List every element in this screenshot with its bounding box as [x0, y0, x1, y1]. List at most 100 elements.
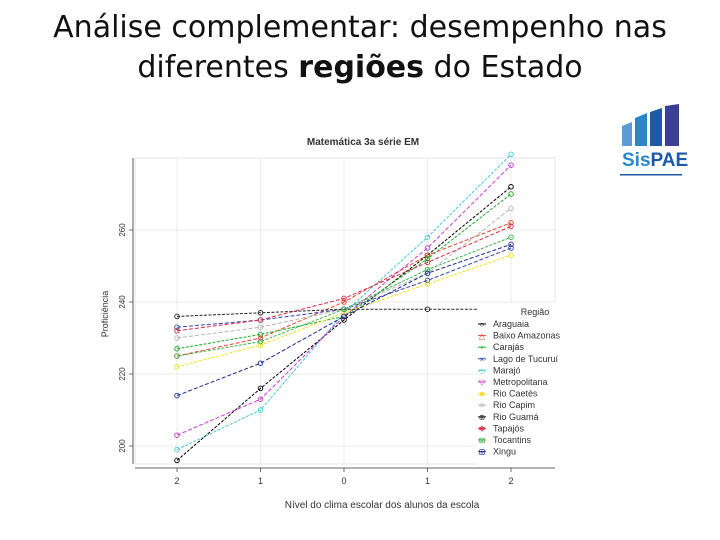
title-line-1: Análise complementar: desempenho nas — [53, 10, 667, 45]
x-tick-label-3: 1 — [425, 476, 430, 486]
legend-marker-7: ✳ — [479, 401, 486, 410]
legend-marker-2: + — [480, 343, 485, 352]
y-tick-label-3: 260 — [118, 223, 127, 237]
series-1-point-3 — [424, 252, 431, 258]
series-10-point-1 — [257, 338, 264, 345]
series-5-point-1 — [257, 396, 264, 402]
series-11-point-1 — [257, 360, 264, 366]
series-line-6 — [176, 254, 512, 368]
series-1-point-1 — [257, 335, 264, 341]
legend-label-8: Rio Guamá — [493, 412, 539, 422]
series-3-point-4 — [508, 245, 514, 251]
series-1-point-2 — [341, 299, 347, 305]
legend-marker-4: ◇ — [479, 366, 486, 375]
x-axis-label: Nível do clima escolar dos alunos da esc… — [285, 500, 480, 511]
series-line-2 — [176, 193, 512, 350]
series-line-8 — [176, 308, 511, 317]
logo-bar-4 — [665, 104, 679, 146]
legend-label-7: Rio Capim — [493, 400, 535, 410]
series-7-point-0 — [174, 335, 180, 341]
series-6-point-2 — [341, 310, 347, 316]
legend-marker-11: ⊞ — [479, 448, 486, 457]
legend-label-2: Carajás — [493, 342, 525, 352]
legend-marker-8: ⊕ — [479, 413, 486, 422]
series-10-point-0 — [174, 353, 180, 359]
series-0-point-2 — [341, 317, 347, 323]
legend-marker-9: ✱ — [479, 424, 486, 433]
series-6-point-3 — [424, 281, 431, 287]
x-tick-label-1: 1 — [258, 476, 263, 486]
series-8-point-3 — [424, 306, 431, 312]
legend-marker-10: ⊠ — [479, 436, 486, 445]
legend-label-6: Rio Caetés — [493, 389, 538, 399]
line-chart: Matemática 3a série EM 200 220 240 260 2 1 0 1… — [100, 137, 595, 511]
series-6-point-4 — [508, 252, 514, 258]
series-4-point-3 — [424, 234, 431, 240]
logo-bar-1 — [622, 122, 632, 146]
series-11-point-2 — [341, 313, 347, 320]
series-8-point-0 — [174, 313, 180, 320]
legend-marker-5: ▽ — [479, 378, 486, 387]
series-9-point-4 — [508, 223, 514, 230]
series-11-point-4 — [508, 241, 514, 248]
chart-title: Matemática 3a série EM — [307, 137, 419, 148]
series-11-point-3 — [424, 270, 431, 276]
series-line-10 — [176, 236, 512, 357]
legend: Região ○ Araguaia △ Baixo Amazonas + Carajás ×… — [478, 303, 595, 465]
series-10-point-4 — [508, 234, 514, 240]
x-tick-label-0: 2 — [174, 476, 179, 486]
legend-title: Região — [521, 307, 550, 317]
series-9-point-3 — [424, 259, 431, 266]
series-line-0 — [176, 186, 512, 461]
series-group — [174, 151, 514, 464]
series-0-point-0 — [174, 457, 180, 464]
logo-wordmark-b: PAE — [650, 150, 689, 171]
series-9-point-2 — [341, 295, 347, 302]
series-5-point-0 — [174, 432, 180, 438]
logo-bar-2 — [635, 113, 647, 146]
series-7-point-4 — [508, 205, 514, 212]
y-tick-label-1: 220 — [118, 367, 127, 381]
series-line-11 — [176, 243, 512, 397]
legend-label-1: Baixo Amazonas — [493, 331, 561, 341]
x-ticks: 2 1 0 1 2 — [174, 468, 514, 486]
legend-marker-1: △ — [479, 332, 486, 341]
legend-label-0: Araguaia — [493, 319, 529, 329]
series-6-point-1 — [257, 342, 264, 348]
logo-bar-3 — [650, 108, 662, 146]
series-3-point-0 — [174, 324, 180, 330]
series-10-point-2 — [341, 306, 347, 312]
series-line-1 — [176, 222, 512, 357]
y-ticks: 200 220 240 260 — [118, 223, 133, 453]
title-line-2-prefix: diferentes — [137, 50, 299, 85]
series-7-point-1 — [257, 324, 264, 330]
series-3-point-3 — [424, 277, 431, 284]
legend-label-3: Lago de Tucuruí — [493, 354, 559, 364]
x-tick-label-2: 0 — [341, 476, 346, 486]
series-2-point-3 — [424, 256, 431, 262]
legend-marker-3: × — [480, 355, 485, 364]
series-6-point-0 — [174, 364, 180, 370]
legend-label-9: Tapajós — [493, 423, 525, 433]
y-tick-label-2: 240 — [118, 295, 127, 309]
y-axis-label: Proficiência — [100, 291, 110, 338]
series-1-point-4 — [508, 220, 514, 226]
legend-label-4: Marajó — [493, 365, 521, 375]
legend-label-5: Metropolitana — [493, 377, 548, 387]
series-9-point-0 — [174, 328, 180, 334]
slide-title: Análise complementar: desempenho nas dif… — [0, 8, 720, 88]
series-0-point-1 — [257, 385, 264, 392]
legend-label-10: Tocantins — [493, 435, 532, 445]
series-2-point-4 — [508, 191, 514, 197]
series-2-point-0 — [174, 346, 180, 352]
series-2-point-1 — [257, 331, 264, 338]
sispae-logo-icon — [620, 104, 682, 176]
series-line-5 — [176, 164, 512, 436]
series-10-point-3 — [424, 266, 431, 273]
series-9-point-1 — [257, 317, 264, 323]
logo-wordmark: SisPAE — [622, 150, 688, 172]
y-tick-label-0: 200 — [118, 439, 127, 453]
series-5-point-4 — [508, 162, 514, 168]
series-4-point-4 — [508, 151, 514, 158]
title-line-2-suffix: do Estado — [424, 50, 583, 85]
